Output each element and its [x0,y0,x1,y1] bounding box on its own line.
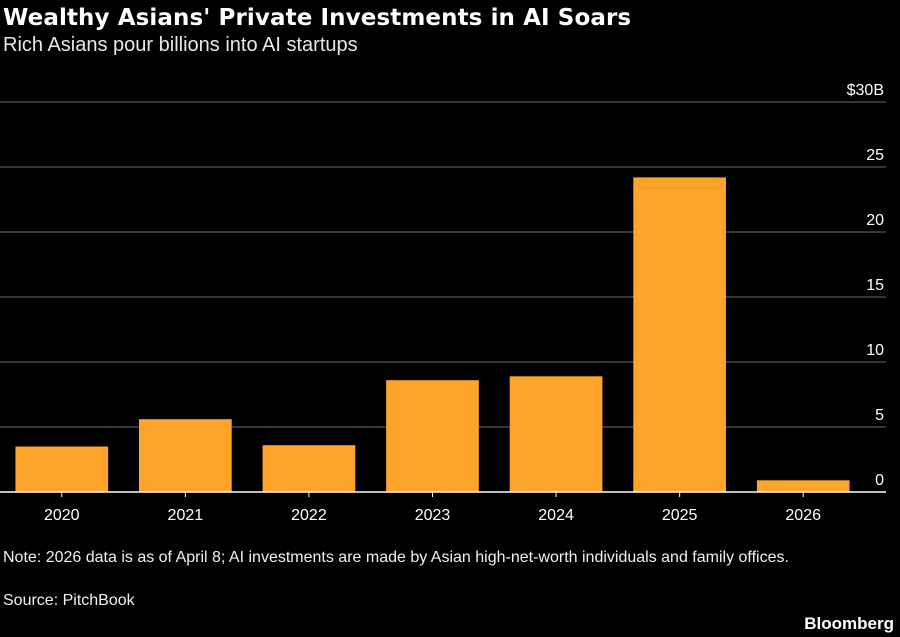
bar-2026 [756,480,850,492]
chart-subtitle: Rich Asians pour billions into AI startu… [3,34,358,56]
bar-2021 [139,419,232,492]
y-tick-label: 25 [866,147,884,164]
gridlines [0,101,886,428]
y-tick-label: $30B [847,82,884,99]
bar-2024 [509,376,603,492]
y-tick-label: 5 [875,407,884,424]
bar-2020 [15,446,109,492]
x-tick-label: 2025 [662,507,698,524]
x-tick-label: 2020 [44,507,80,524]
y-tick-label: 20 [866,212,884,229]
bar-2023 [386,380,479,492]
y-tick-label: 0 [875,472,884,489]
x-tick-label: 2022 [291,507,327,524]
axes [0,491,886,497]
chart-title: Wealthy Asians' Private Investments in A… [3,5,632,31]
bloomberg-logo: Bloomberg [804,614,894,633]
bar-2022 [262,445,356,492]
y-tick-label: 10 [866,342,884,359]
x-tick-label: 2024 [538,507,574,524]
bars [15,177,850,492]
source-note: Source: PitchBook [3,592,135,609]
bar-2025 [633,177,726,492]
x-tick-label: 2026 [785,507,821,524]
footnote: Note: 2026 data is as of April 8; AI inv… [3,549,789,566]
y-tick-label: 15 [866,277,884,294]
x-tick-label: 2023 [415,507,451,524]
x-tick-label: 2021 [168,507,204,524]
